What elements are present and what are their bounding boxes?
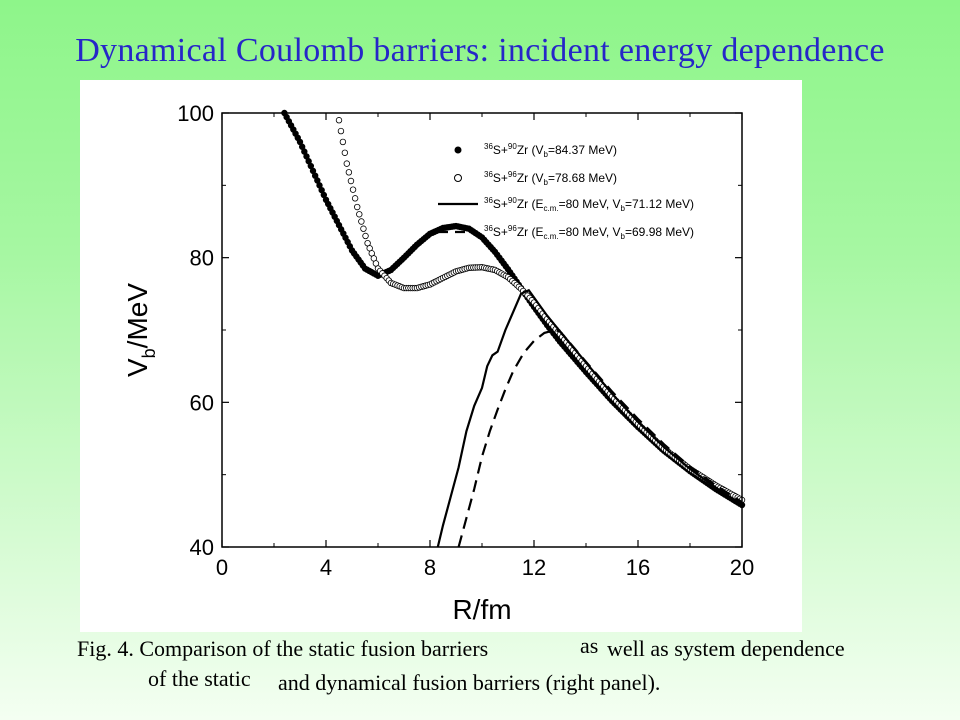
legend-marker-filled [454, 146, 462, 154]
legend-entry-label: 36S+90Zr (Ec.m.=80 MeV, Vb=71.12 MeV) [484, 196, 694, 213]
legend-entry-label: 36S+96Zr (Ec.m.=80 MeV, Vb=69.98 MeV) [484, 224, 694, 241]
series-4 [457, 328, 743, 548]
y-axis-title-main: V [122, 358, 153, 377]
data-point-open [354, 203, 361, 211]
slide-title: Dynamical Coulomb barriers: incident ene… [75, 32, 885, 69]
x-tick-label: 20 [730, 555, 754, 580]
y-axis-title-rest: /MeV [122, 283, 153, 349]
y-tick-label: 40 [190, 535, 214, 560]
data-point-open [341, 149, 349, 156]
plot-data-layer [281, 109, 746, 548]
axis-ticks: 0 4 8 12 16 20 40 60 80 100 [177, 101, 754, 580]
x-tick-label: 0 [216, 555, 228, 580]
barrier-chart: 0 4 8 12 16 20 40 60 80 100 R/fm Vb/MeV 36S+90Zr … [122, 101, 754, 625]
data-point-open [335, 117, 343, 124]
caption-line2-a: of the static [148, 666, 251, 691]
y-axis-title: Vb/MeV [122, 283, 159, 377]
y-tick-label: 80 [190, 246, 214, 271]
data-point-open [360, 225, 367, 232]
data-point-open [362, 232, 369, 240]
data-point-open [351, 195, 359, 202]
caption-line2-b: and dynamical fusion barriers (right pan… [278, 670, 661, 695]
x-tick-label: 12 [522, 555, 546, 580]
caption-line1-b: as [580, 633, 599, 658]
data-point-open [343, 160, 350, 167]
x-axis-title: R/fm [452, 594, 511, 625]
legend-marker-open [454, 174, 462, 182]
series-line-solid [436, 288, 743, 548]
data-point-open [339, 138, 347, 146]
legend: 36S+90Zr (Vb=84.37 MeV) 36S+96Zr (Vb=78.6… [438, 142, 694, 241]
y-tick-label: 60 [190, 390, 214, 415]
series-3 [436, 288, 743, 548]
data-point-open [356, 211, 363, 218]
legend-entry-label: 36S+96Zr (Vb=78.68 MeV) [484, 170, 617, 187]
legend-entry-label: 36S+90Zr (Vb=84.37 MeV) [484, 142, 617, 159]
x-tick-label: 16 [626, 555, 650, 580]
x-tick-label: 4 [320, 555, 332, 580]
data-point-open [358, 218, 365, 225]
caption-line1-a: Fig. 4. Comparison of the static fusion … [77, 636, 489, 661]
y-tick-label: 100 [177, 101, 214, 126]
data-point-open [347, 177, 355, 185]
caption-line1-c: well as system dependence [607, 636, 845, 661]
plot-frame [221, 112, 743, 548]
figure-panel: 0 4 8 12 16 20 40 60 80 100 R/fm Vb/MeV 36S+90Zr … [80, 80, 802, 632]
data-point-open [349, 186, 357, 193]
series-line-dashed [457, 328, 743, 548]
y-axis-title-sub: b [139, 348, 159, 358]
x-tick-label: 8 [424, 555, 436, 580]
data-point-open [337, 127, 345, 135]
data-point-open [345, 169, 353, 176]
